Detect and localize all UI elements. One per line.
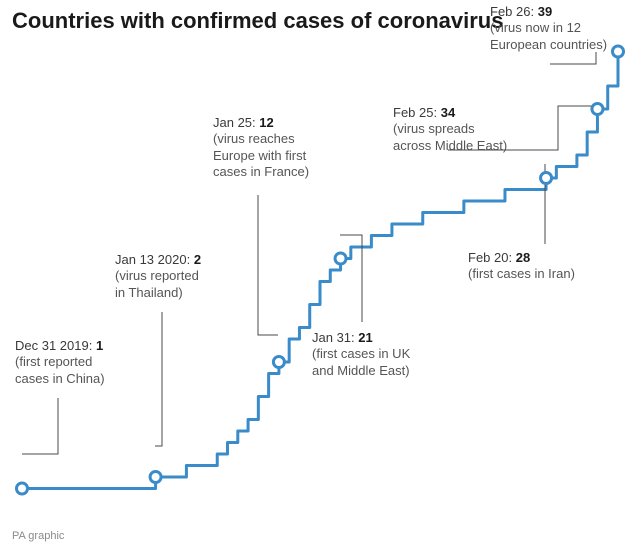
annotation-a3: Jan 31: 21(first cases in UKand Middle E… (312, 330, 410, 379)
leader-a2 (258, 195, 278, 335)
chart-title: Countries with confirmed cases of corona… (12, 8, 503, 34)
annotation-a4: Feb 20: 28(first cases in Iran) (468, 250, 575, 283)
annotation-a5: Feb 25: 34(virus spreadsacross Middle Ea… (393, 105, 507, 154)
leader-a0 (22, 398, 58, 454)
chart-container: Countries with confirmed cases of corona… (0, 0, 640, 550)
annotation-a0: Dec 31 2019: 1(first reportedcases in Ch… (15, 338, 105, 387)
marker-a0 (17, 483, 28, 494)
marker-a6 (613, 46, 624, 57)
marker-a2 (273, 357, 284, 368)
chart-credit: PA graphic (12, 530, 64, 542)
marker-a3 (335, 253, 346, 264)
annotation-a6: Feb 26: 39(virus now in 12European count… (490, 4, 607, 53)
chart-plot: Dec 31 2019: 1(first reportedcases in Ch… (0, 40, 640, 520)
leader-a1 (155, 312, 162, 446)
marker-a5 (592, 104, 603, 115)
marker-a1 (150, 472, 161, 483)
annotation-a2: Jan 25: 12(virus reachesEurope with firs… (213, 115, 309, 180)
annotation-a1: Jan 13 2020: 2(virus reportedin Thailand… (115, 252, 201, 301)
marker-a4 (541, 173, 552, 184)
leader-a6 (550, 52, 596, 64)
